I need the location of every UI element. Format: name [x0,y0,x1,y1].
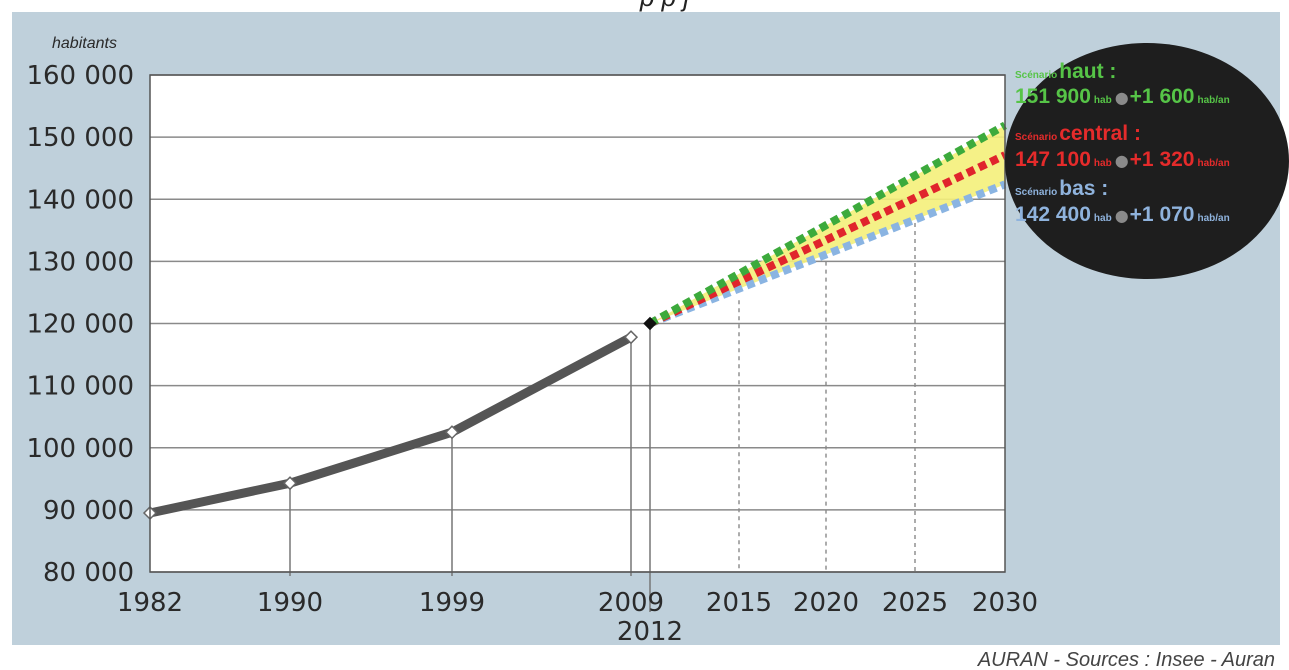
scenario-rate: +1 070 [1130,203,1195,226]
separator-dot-icon: ● [1115,88,1129,107]
scenario-2-title: Scénariobas : [1015,177,1108,200]
scenario-prefix: Scénario [1015,132,1057,143]
data-point-marker [444,425,460,440]
y-tick-label: 160 000 [26,61,134,91]
grid-lines [150,74,1005,573]
x-tick-label: 1982 [117,588,183,618]
source-credit: AURAN - Sources : Insee - Auran [977,649,1275,670]
x-tick-label-lower: 2012 [617,617,683,647]
x-tick-label: 2015 [706,588,772,618]
header-clipped-text: p p j [639,0,690,12]
scenario-rate: +1 320 [1130,148,1195,171]
x-tick-label: 2020 [793,588,859,618]
x-tick-label: 1990 [257,588,323,618]
y-tick-label: 80 000 [43,558,134,588]
historical-series [145,332,636,518]
scenario-value: 147 100 [1015,148,1091,171]
band-fill [650,125,1005,324]
x-axis-ticks: 1982 1990 1999 2009 2015 2020 2025 2030 2012 [117,588,1038,647]
scenario-0-title: Scénariohaut : [1015,60,1116,83]
scenario-unit: hab [1094,95,1112,106]
scenario-0-values: 151 900 hab ●+1 600 hab/an [1015,85,1230,108]
x-tick-label: 2030 [972,588,1038,618]
y-axis-label: habitants [52,35,117,52]
scenario-name: haut : [1059,60,1116,83]
scenario-unit: hab [1094,158,1112,169]
scenario-legend: Scénariohaut :151 900 hab ●+1 600 hab/anScé… [1015,60,1230,226]
scenario-rate-unit: hab/an [1198,213,1230,224]
projection-band [650,125,1005,324]
y-tick-label: 100 000 [26,434,134,464]
scenario-1-title: Scénariocentral : [1015,122,1141,145]
scenario-rate-unit: hab/an [1198,158,1230,169]
y-tick-label: 140 000 [26,185,134,215]
separator-dot-icon: ● [1115,206,1129,225]
scenario-value: 142 400 [1015,203,1091,226]
data-point-marker [282,476,298,491]
projection-line-haut [648,121,1007,327]
y-tick-label: 120 000 [26,310,134,340]
year-guide-lines [289,222,916,612]
scenario-2-values: 142 400 hab ●+1 070 hab/an [1015,203,1230,226]
scenario-name: bas : [1059,177,1108,200]
y-axis-ticks: 80 000 90 000 100 000 110 000 120 000 130 000… [26,61,134,588]
x-tick-label: 1999 [419,588,485,618]
x-tick-label: 2025 [882,588,948,618]
scenario-rate: +1 600 [1130,85,1195,108]
y-tick-label: 110 000 [26,372,134,402]
separator-dot-icon: ● [1115,151,1129,170]
scenario-rate-unit: hab/an [1198,95,1230,106]
data-point-marker [623,330,639,345]
scenario-bubble [1005,43,1289,279]
scenario-1-values: 147 100 hab ●+1 320 hab/an [1015,148,1230,171]
plot-frame [149,74,1006,573]
x-tick-label: 2009 [598,588,664,618]
scenario-prefix: Scénario [1015,187,1057,198]
scenario-name: central : [1059,122,1141,145]
scenario-unit: hab [1094,213,1112,224]
projection-lines [648,121,1007,328]
scenario-value: 151 900 [1015,85,1091,108]
y-tick-label: 150 000 [26,123,134,153]
marker-2012 [643,316,657,331]
historical-line [145,332,636,518]
projection-line-central [648,151,1007,328]
projection-line-bas [648,180,1007,328]
y-tick-label: 90 000 [43,496,134,526]
scenario-prefix: Scénario [1015,70,1057,81]
y-tick-label: 130 000 [26,247,134,277]
